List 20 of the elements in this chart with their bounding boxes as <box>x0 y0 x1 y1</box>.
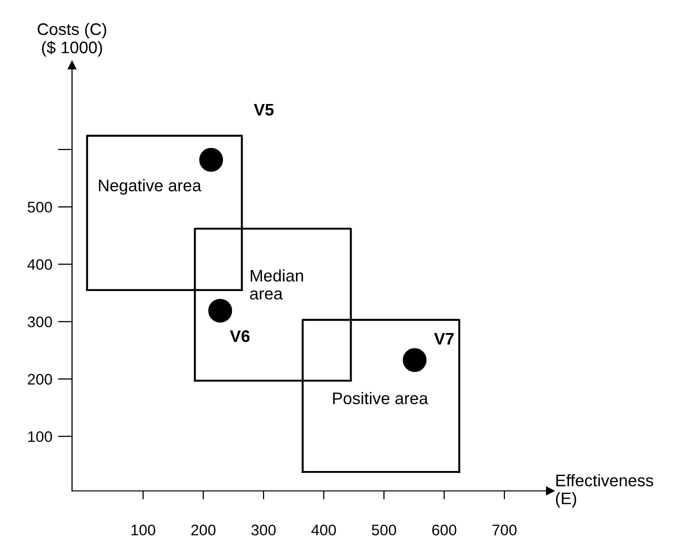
annotation: Median area <box>250 269 303 300</box>
x-tick-label: 500 <box>372 524 396 536</box>
annotation: Negative area <box>98 179 202 195</box>
annotation: Positive area <box>333 392 428 404</box>
x-tick-label: 400 <box>311 524 336 536</box>
x-tick-label: 700 <box>492 524 517 536</box>
annotation: V6 <box>230 330 250 342</box>
y-tick-label: 400 <box>27 259 52 270</box>
y-tick-label: 300 <box>28 316 52 328</box>
y-tick-label: 100 <box>28 431 52 442</box>
x-tick-label: 300 <box>251 524 276 536</box>
y-tick-label: 200 <box>28 374 52 385</box>
x-axis-title: Effectiveness (E) <box>556 474 654 508</box>
y-axis-title: Costs (C) ($ 1000) <box>38 22 106 57</box>
y-tick-label: 500 <box>28 202 52 213</box>
x-tick-label: 100 <box>132 524 156 536</box>
x-tick-label: 600 <box>432 524 456 536</box>
x-tick-label: 200 <box>191 524 216 536</box>
annotation: V7 <box>434 333 454 344</box>
annotation: V5 <box>254 104 274 116</box>
